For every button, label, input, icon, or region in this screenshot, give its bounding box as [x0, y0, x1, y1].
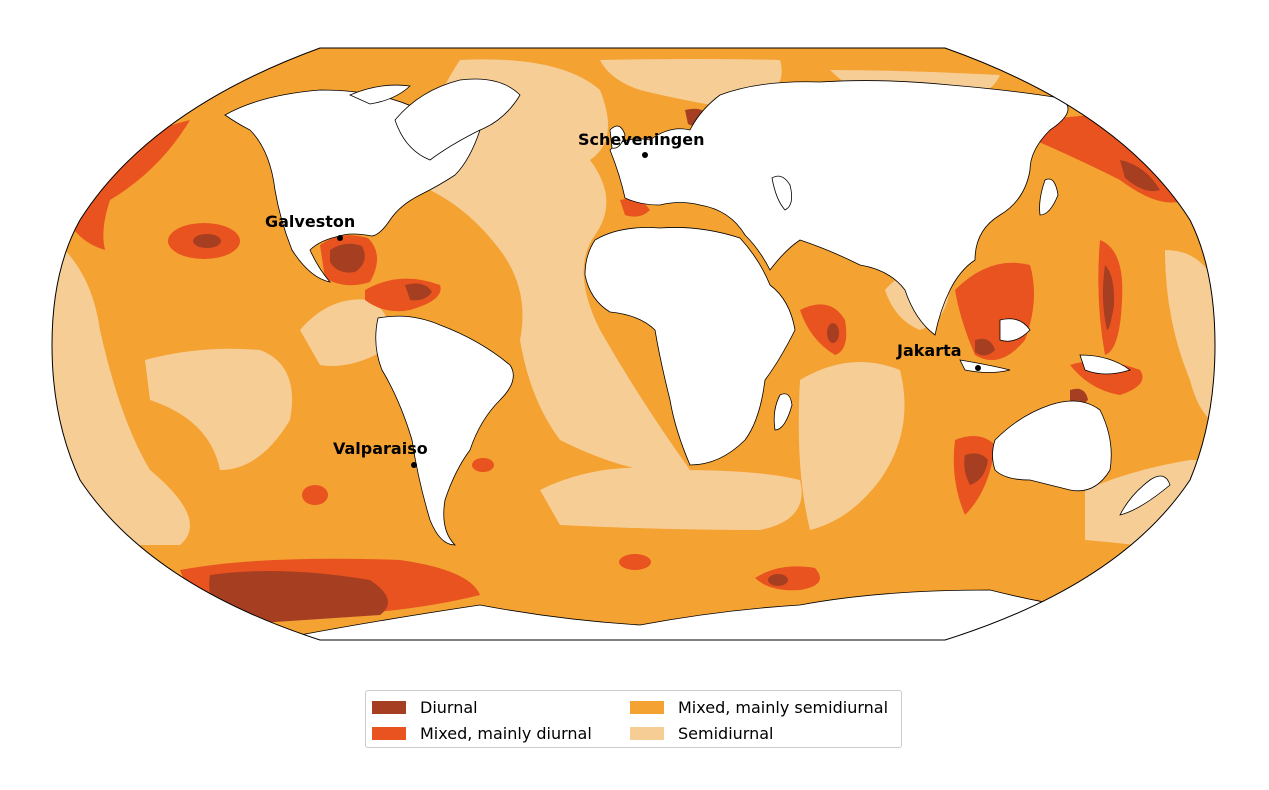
legend-swatch: [630, 700, 664, 714]
city-label-jakarta: Jakarta: [896, 341, 962, 360]
legend-label: Diurnal: [420, 697, 478, 717]
city-marker: [337, 235, 343, 241]
ocean-layer: [52, 48, 1215, 640]
city-label-scheveningen: Scheveningen: [578, 130, 705, 149]
australia: [992, 400, 1112, 492]
city-marker: [642, 152, 648, 158]
city-jakarta: Jakarta: [896, 341, 981, 371]
south-america: [375, 315, 514, 546]
legend-label: Semidiurnal: [678, 723, 774, 743]
greenland: [394, 78, 521, 161]
java: [959, 359, 1011, 373]
legend-swatch: [372, 700, 406, 714]
city-galveston: Galveston: [265, 212, 355, 241]
legend: Diurnal Mixed, mainly semidiurnal Mixed,…: [365, 690, 902, 748]
legend-item-mixed-diurnal: Mixed, mainly diurnal: [372, 720, 630, 746]
city-marker: [975, 365, 981, 371]
legend-swatch: [372, 726, 406, 740]
caspian-sea: [771, 175, 793, 211]
britain: [609, 125, 626, 149]
legend-item-semidiurnal: Semidiurnal: [630, 720, 888, 746]
new-zealand: [1119, 475, 1171, 516]
japan: [1039, 178, 1059, 216]
borneo: [999, 318, 1031, 342]
madagascar: [773, 393, 793, 431]
city-label-valparaiso: Valparaiso: [333, 439, 428, 458]
semidiurnal-regions: [52, 59, 1215, 560]
legend-item-mixed-semidiurnal: Mixed, mainly semidiurnal: [630, 694, 888, 720]
legend-label: Mixed, mainly semidiurnal: [678, 697, 889, 717]
africa: [584, 227, 796, 466]
city-scheveningen: Scheveningen: [578, 130, 705, 158]
world-tide-map: Galveston Scheveningen Jakarta Valparais…: [51, 47, 1216, 641]
globe-outline: [51, 47, 1216, 641]
new-guinea: [1079, 354, 1131, 375]
city-valparaiso: Valparaiso: [333, 439, 428, 468]
city-marker: [411, 462, 417, 468]
legend-label: Mixed, mainly diurnal: [420, 723, 592, 743]
arctic-islands: [349, 84, 411, 105]
land-masses: [224, 78, 1171, 640]
legend-item-diurnal: Diurnal: [372, 694, 630, 720]
eurasia: [609, 80, 1069, 336]
city-label-galveston: Galveston: [265, 212, 355, 231]
legend-swatch: [630, 726, 664, 740]
